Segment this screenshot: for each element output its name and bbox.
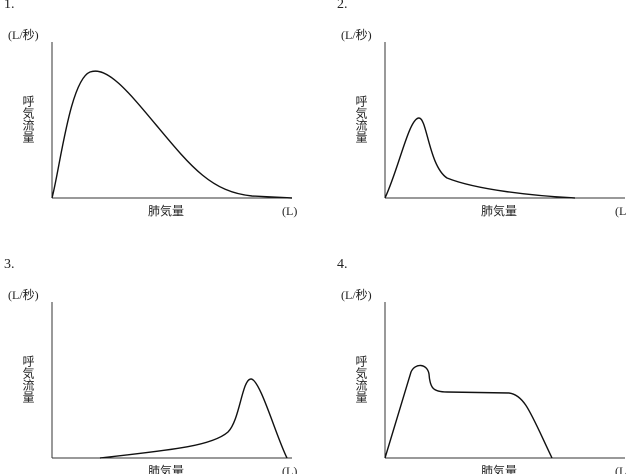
- panel-number: 3.: [4, 257, 15, 272]
- y-label: 呼気流量: [21, 355, 35, 403]
- y-label: 呼気流量: [21, 95, 35, 143]
- x-label: 肺気量: [481, 203, 517, 218]
- y-label: 呼気流量: [354, 355, 368, 403]
- flow-volume-curve: [384, 117, 576, 199]
- x-unit: (L): [282, 464, 297, 474]
- y-unit: (L/秒): [8, 288, 39, 302]
- x-label: 肺気量: [148, 463, 184, 474]
- flow-volume-curve: [384, 364, 553, 459]
- panel-number: 2.: [337, 0, 348, 12]
- y-unit: (L/秒): [8, 28, 39, 42]
- y-label: 呼気流量: [354, 95, 368, 143]
- x-unit: (L): [615, 204, 626, 218]
- y-unit: (L/秒): [341, 28, 372, 42]
- x-label: 肺気量: [148, 203, 184, 218]
- x-unit: (L): [282, 204, 297, 218]
- y-unit: (L/秒): [341, 288, 372, 302]
- x-label: 肺気量: [481, 463, 517, 474]
- flow-volume-curve: [99, 378, 288, 459]
- flow-volume-curve: [51, 70, 293, 199]
- panel-number: 1.: [4, 0, 15, 12]
- x-unit: (L): [615, 464, 626, 474]
- panel-number: 4.: [337, 257, 348, 272]
